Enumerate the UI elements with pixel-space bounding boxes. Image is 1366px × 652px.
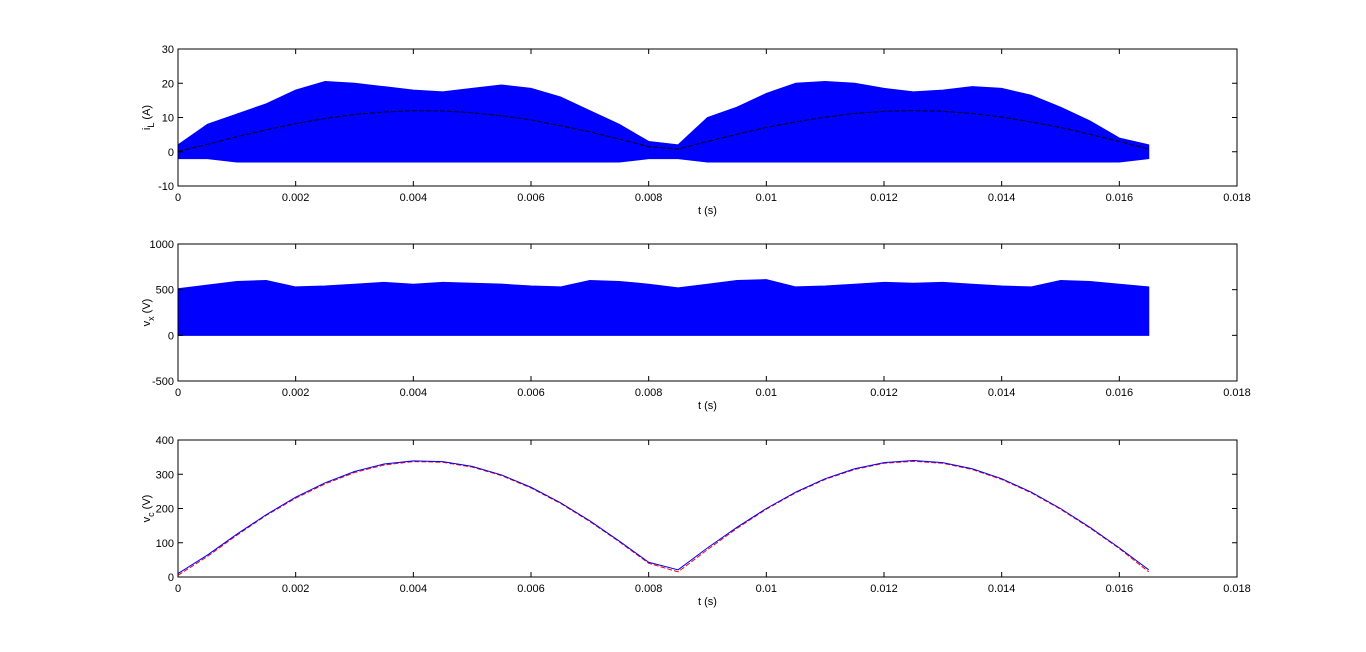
x-tick-label: 0.01 xyxy=(756,192,777,204)
x-tick-label: 0 xyxy=(175,387,181,399)
x-tick-label: 0.01 xyxy=(756,583,777,595)
x-tick-label: 0.016 xyxy=(1106,192,1134,204)
data-line xyxy=(177,460,1150,576)
y-tick-label: -10 xyxy=(158,181,174,193)
x-tick-label: 0.002 xyxy=(282,192,310,204)
y-axis-label: iL (A) xyxy=(141,105,156,130)
y-label-unit: (V) xyxy=(141,495,153,510)
x-tick-label: 0.004 xyxy=(400,387,428,399)
x-tick-label: 0.008 xyxy=(635,387,663,399)
data-line xyxy=(177,110,1149,153)
y-tick-label: -500 xyxy=(152,376,174,388)
x-tick-label: 0.018 xyxy=(1223,387,1251,399)
y-tick-label: 100 xyxy=(156,538,174,550)
x-tick-label: 0.012 xyxy=(870,387,898,399)
y-label-symbol: v xyxy=(141,320,153,326)
x-tick-label: 0.006 xyxy=(517,192,545,204)
y-label-subscript: x xyxy=(146,316,156,321)
x-axis-label: t (s) xyxy=(698,596,717,608)
y-tick-label: 0 xyxy=(168,330,174,342)
x-tick-label: 0.002 xyxy=(282,387,310,399)
x-tick-label: 0 xyxy=(175,192,181,204)
y-tick-label: 30 xyxy=(162,44,174,56)
y-label-subscript: c xyxy=(146,512,156,517)
y-label-symbol: i xyxy=(141,128,153,130)
y-tick-label: 0 xyxy=(168,147,174,159)
y-tick-label: 500 xyxy=(156,285,174,297)
y-axis-label: vx (V) xyxy=(141,299,156,327)
data-line xyxy=(177,460,1150,574)
x-tick-label: 0.006 xyxy=(517,583,545,595)
y-tick-label: 20 xyxy=(162,78,174,90)
axes-box xyxy=(177,243,1238,382)
envelope xyxy=(177,81,1150,163)
x-tick-label: 0.004 xyxy=(400,583,428,595)
x-tick-label: 0.014 xyxy=(988,192,1016,204)
x-tick-label: 0.016 xyxy=(1106,387,1134,399)
x-tick-label: 0.014 xyxy=(988,387,1016,399)
y-tick-label: 1000 xyxy=(150,239,174,251)
y-label-unit: (A) xyxy=(141,105,153,120)
x-tick-label: 0.01 xyxy=(756,387,777,399)
y-label-symbol: v xyxy=(141,516,153,522)
x-tick-label: 0.012 xyxy=(870,192,898,204)
y-tick-label: 300 xyxy=(156,469,174,481)
y-label-unit: (V) xyxy=(141,299,153,314)
x-tick-label: 0.006 xyxy=(517,387,545,399)
x-tick-label: 0.012 xyxy=(870,583,898,595)
x-axis-label: t (s) xyxy=(698,400,717,412)
y-tick-label: 10 xyxy=(162,113,174,125)
envelope xyxy=(177,279,1150,336)
x-tick-label: 0.018 xyxy=(1223,583,1251,595)
x-tick-label: 0.014 xyxy=(988,583,1016,595)
x-tick-label: 0.008 xyxy=(635,583,663,595)
x-tick-label: 0 xyxy=(175,583,181,595)
y-axis-label: vc (V) xyxy=(141,495,156,523)
plot-area xyxy=(178,440,1237,577)
y-label-subscript: L xyxy=(146,123,156,128)
y-tick-label: 400 xyxy=(156,435,174,447)
x-tick-label: 0.008 xyxy=(635,192,663,204)
x-tick-label: 0.018 xyxy=(1223,192,1251,204)
x-tick-label: 0.004 xyxy=(400,192,428,204)
y-tick-label: 0 xyxy=(168,572,174,584)
x-axis-label: t (s) xyxy=(698,205,717,217)
y-tick-label: 200 xyxy=(156,504,174,516)
x-tick-label: 0.002 xyxy=(282,583,310,595)
x-tick-label: 0.016 xyxy=(1106,583,1134,595)
